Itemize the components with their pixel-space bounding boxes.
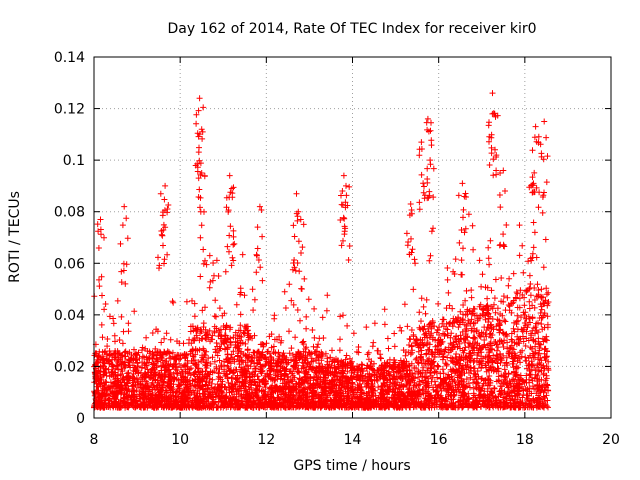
y-tick-label: 0.14 [54,50,85,66]
x-tick-label: 14 [344,432,362,448]
y-tick-label: 0.1 [63,153,85,169]
y-tick-label: 0.06 [54,256,85,272]
x-tick-label: 10 [171,432,189,448]
y-tick-label: 0.04 [54,308,85,324]
y-tick-labels: 0 0.02 0.04 0.06 0.08 0.1 0.12 0.14 [54,50,85,427]
roti-markers [91,90,552,411]
x-tick-label: 12 [257,432,275,448]
y-axis-label: ROTI / TECUs [7,191,23,283]
y-tick-label: 0.08 [54,205,85,221]
chart-title: Day 162 of 2014, Rate Of TEC Index for r… [167,21,536,37]
x-tick-label: 18 [516,432,534,448]
y-tick-label: 0 [76,411,85,427]
data-points [91,90,552,411]
x-tick-labels: 8 10 12 14 16 18 20 [90,432,620,448]
y-tick-label: 0.12 [54,102,85,118]
x-tick-label: 8 [90,432,99,448]
x-tick-label: 20 [602,432,620,448]
y-tick-label: 0.02 [54,359,85,375]
axis-ticks [93,56,612,419]
x-tick-label: 16 [430,432,448,448]
x-axis-label: GPS time / hours [293,458,410,474]
